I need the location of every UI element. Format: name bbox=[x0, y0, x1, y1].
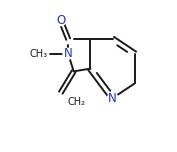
Circle shape bbox=[63, 49, 73, 59]
Text: CH₂: CH₂ bbox=[67, 97, 85, 107]
Circle shape bbox=[107, 93, 118, 103]
Text: CH₃: CH₃ bbox=[30, 49, 48, 59]
Circle shape bbox=[56, 16, 66, 26]
Text: N: N bbox=[64, 47, 73, 60]
Text: O: O bbox=[56, 14, 65, 27]
Text: N: N bbox=[108, 92, 117, 105]
